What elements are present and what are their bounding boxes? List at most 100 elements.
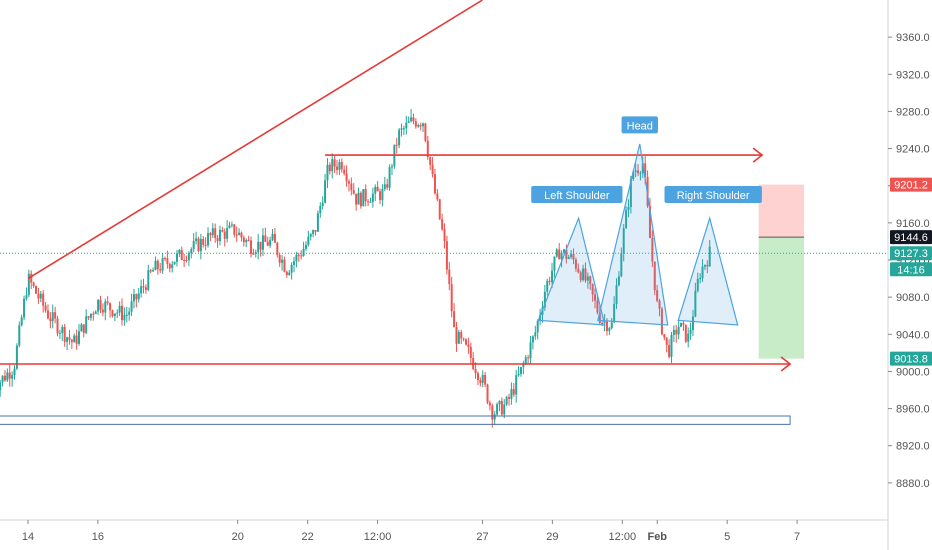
- candle: [462, 338, 465, 340]
- candle: [539, 314, 542, 321]
- candle: [529, 342, 532, 359]
- candle: [453, 311, 456, 328]
- candle: [140, 286, 143, 294]
- candle: [574, 259, 577, 269]
- candle: [687, 333, 690, 342]
- candle: [121, 305, 124, 321]
- candle: [23, 298, 26, 318]
- candle: [613, 304, 616, 323]
- candle: [527, 357, 530, 359]
- pattern-triangle[interactable]: [597, 143, 669, 326]
- candle: [233, 224, 236, 235]
- candle: [448, 269, 451, 285]
- candle: [500, 400, 503, 415]
- price-tick-label: 8880.0: [896, 478, 930, 490]
- candle: [682, 322, 685, 325]
- candle: [653, 261, 656, 291]
- candle: [496, 404, 499, 415]
- drawing-lines[interactable]: [0, 0, 792, 425]
- candle: [80, 324, 83, 332]
- support-zone[interactable]: [0, 415, 791, 425]
- candle: [75, 335, 78, 344]
- candle: [250, 240, 253, 254]
- candle: [161, 258, 164, 271]
- candle: [340, 162, 343, 170]
- candle: [629, 179, 632, 208]
- candle: [694, 290, 697, 317]
- candle: [567, 257, 570, 259]
- pattern-triangle[interactable]: [677, 216, 739, 326]
- pattern-label-box[interactable]: [531, 186, 623, 203]
- candle: [319, 205, 322, 214]
- candle: [0, 382, 2, 391]
- stop-loss-zone: [758, 184, 805, 238]
- price-tick-label: 9280.0: [896, 106, 930, 118]
- candle: [359, 192, 362, 207]
- pattern-triangle[interactable]: [537, 216, 606, 326]
- candle: [505, 397, 508, 405]
- candle: [390, 166, 393, 168]
- price-badges: 9201.2 9144.6 9127.3 14:16 9013.8: [890, 177, 932, 366]
- candle: [304, 244, 307, 249]
- candle: [648, 206, 651, 238]
- candle: [639, 173, 642, 175]
- candle: [460, 332, 463, 339]
- candle: [137, 293, 140, 300]
- candle: [374, 186, 377, 194]
- price-badge-label: 9127.3: [894, 248, 928, 260]
- candle: [479, 380, 482, 383]
- candle: [565, 249, 568, 259]
- candle: [54, 312, 57, 319]
- candle: [185, 260, 188, 262]
- candle: [101, 309, 104, 313]
- pattern-label-box[interactable]: [664, 186, 762, 203]
- candle: [445, 241, 448, 270]
- candle: [99, 299, 102, 310]
- candle: [560, 252, 563, 260]
- candle: [214, 228, 217, 239]
- candle: [307, 236, 310, 245]
- candle: [369, 201, 372, 203]
- candle: [689, 329, 692, 334]
- candle: [405, 122, 408, 129]
- candle: [312, 230, 315, 235]
- candle: [422, 123, 425, 127]
- candle: [6, 372, 9, 381]
- candle: [395, 144, 398, 146]
- candle: [235, 234, 238, 236]
- candle: [271, 233, 274, 240]
- time-axis[interactable]: 14 16 20 22 12:00 27 29 12:00 Feb 5 7: [0, 519, 888, 543]
- candle: [663, 334, 666, 338]
- candle: [30, 273, 33, 283]
- candle: [572, 254, 575, 260]
- candle: [362, 189, 365, 207]
- candle: [684, 324, 687, 342]
- candle: [89, 313, 92, 318]
- candle: [546, 280, 549, 292]
- candle: [641, 163, 644, 174]
- candle: [230, 224, 233, 226]
- candle: [376, 186, 379, 192]
- candle: [594, 294, 597, 301]
- candle: [677, 326, 680, 335]
- candle: [164, 258, 167, 260]
- candle: [259, 241, 262, 250]
- candle: [615, 285, 618, 305]
- candle: [199, 238, 202, 252]
- candle: [257, 241, 260, 253]
- head-and-shoulders-pattern[interactable]: Left Shoulder Head Right Shoulder: [531, 116, 762, 326]
- candle: [171, 264, 174, 269]
- price-badge-label: 9013.8: [894, 354, 928, 366]
- candle: [128, 311, 131, 315]
- candle: [608, 328, 611, 332]
- candle: [371, 193, 374, 202]
- pattern-label-box[interactable]: [621, 116, 658, 134]
- candle: [367, 201, 370, 203]
- candle: [78, 331, 81, 344]
- candle: [261, 235, 264, 250]
- candle: [42, 293, 45, 306]
- candle: [223, 231, 226, 239]
- candle: [481, 374, 484, 383]
- trend-line[interactable]: [27, 0, 483, 280]
